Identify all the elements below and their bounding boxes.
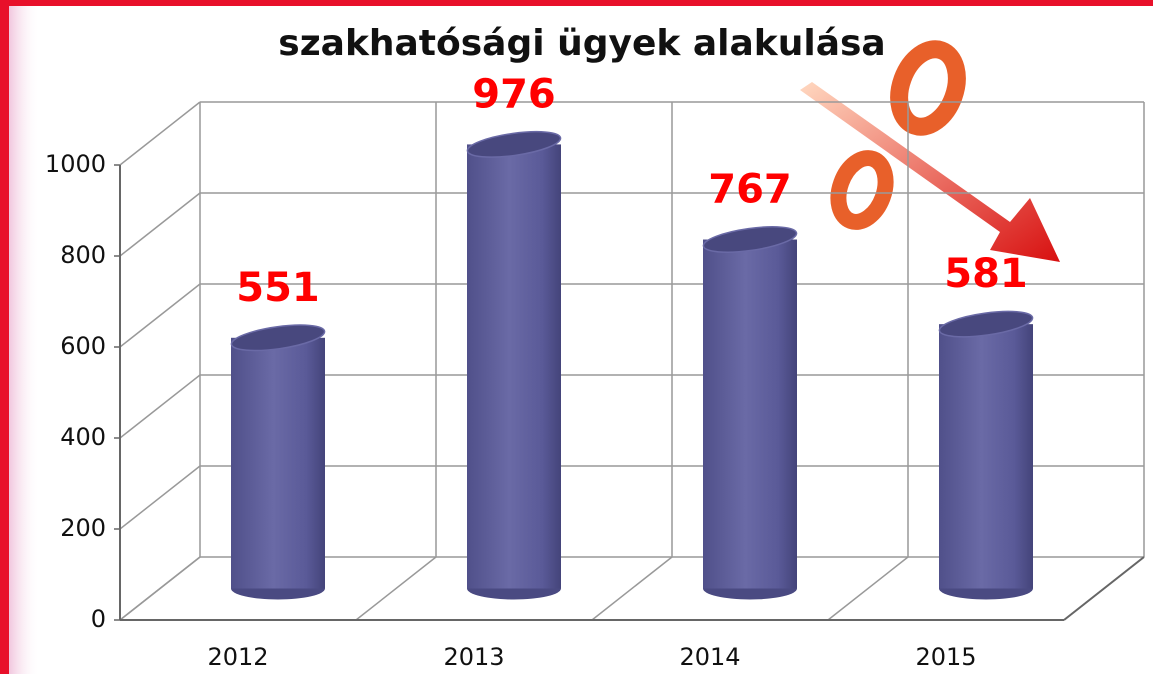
data-label: 581 xyxy=(944,251,1028,297)
grid-line xyxy=(119,465,201,530)
bar xyxy=(939,324,1033,589)
chart-title: szakhatósági ügyek alakulása xyxy=(278,23,885,64)
border-top xyxy=(0,0,1153,6)
y-tick-label: 1000 xyxy=(45,150,106,178)
floor-edge xyxy=(1063,556,1145,621)
y-tick-label: 600 xyxy=(60,332,106,360)
y-tick-label: 0 xyxy=(91,605,106,633)
data-label: 976 xyxy=(472,71,556,117)
x-tick-label: 2015 xyxy=(915,643,976,671)
grid-line xyxy=(119,101,201,166)
y-tick-label: 400 xyxy=(60,423,106,451)
y-tick-label: 200 xyxy=(60,514,106,542)
grid-line xyxy=(119,374,201,439)
floor-line xyxy=(591,556,673,621)
x-tick-label: 2012 xyxy=(207,643,268,671)
bar-top xyxy=(466,130,562,158)
bar-top xyxy=(938,310,1034,338)
percent-decoration xyxy=(800,40,1060,262)
grid-line xyxy=(119,283,201,348)
bar-top xyxy=(702,226,798,253)
floor-line xyxy=(827,556,909,621)
border-left xyxy=(0,0,9,674)
y-tick-label: 800 xyxy=(60,241,106,269)
data-label: 551 xyxy=(236,265,320,311)
data-label: 767 xyxy=(708,167,792,213)
bar xyxy=(231,337,325,589)
x-tick-label: 2013 xyxy=(443,643,504,671)
x-tick-label: 2014 xyxy=(679,643,740,671)
grid-line xyxy=(119,192,201,257)
bar-top xyxy=(230,324,326,352)
floor-line xyxy=(355,556,437,621)
bar xyxy=(703,239,797,589)
bar xyxy=(467,144,561,589)
plot-area: 0 200 400 600 800 1000 2012 551 2013 976 2014 767 20… xyxy=(45,71,1145,671)
floor-line xyxy=(119,556,201,621)
